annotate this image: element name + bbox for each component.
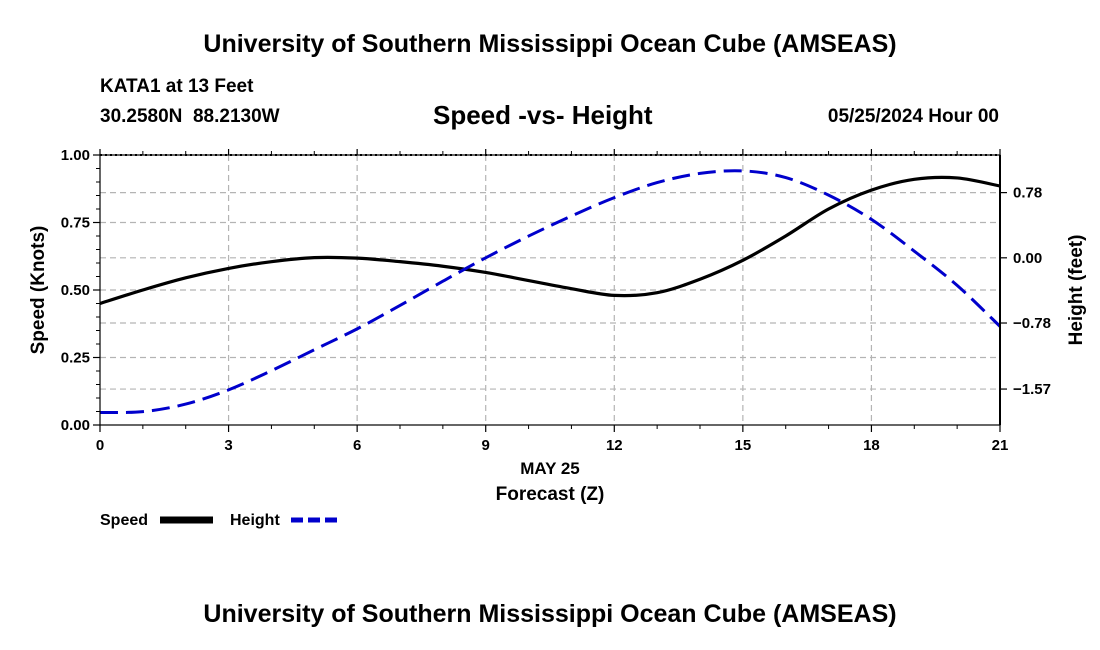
x-tick-label: 9 (482, 437, 490, 454)
station-coordinates: 30.2580N 88.2130W (100, 106, 280, 127)
y2-tick-label: 0.78 (1013, 185, 1042, 202)
grid (100, 155, 1000, 425)
x-axis-date-label: MAY 25 (520, 459, 580, 478)
forecast-datetime: 05/25/2024 Hour 00 (827, 106, 999, 127)
y2-axis-label: Height (feet) (1066, 235, 1087, 346)
series-layer (99, 169, 1002, 415)
y-tick-label: 0.50 (61, 282, 90, 299)
legend: Speed Height (100, 512, 342, 529)
axes-ticks: 0 3 6 9 12 15 18 21 0.00 0.25 0.50 0.75 1.00 −1.57 −0.… (61, 147, 1051, 454)
x-tick-label: 18 (863, 437, 880, 454)
footer-title: University of Southern Mississippi Ocean… (203, 600, 897, 628)
x-axis-label: Forecast (Z) (496, 484, 605, 505)
main-title: University of Southern Mississippi Ocean… (203, 30, 897, 58)
y-tick-label: 0.75 (61, 215, 90, 232)
series-line-height (99, 169, 1002, 415)
x-tick-label: 0 (96, 437, 104, 454)
x-tick-label: 6 (353, 437, 361, 454)
chart-title: Speed -vs- Height (433, 100, 653, 130)
legend-label-speed: Speed (100, 512, 148, 529)
x-tick-label: 15 (735, 437, 752, 454)
x-tick-label: 12 (606, 437, 623, 454)
series-line-speed (99, 175, 1001, 306)
y-tick-label: 0.25 (61, 350, 90, 367)
legend-label-height: Height (230, 512, 280, 529)
y-tick-label: 1.00 (61, 147, 90, 164)
x-tick-label: 21 (992, 437, 1009, 454)
x-tick-label: 3 (224, 437, 232, 454)
y2-tick-label: 0.00 (1013, 250, 1042, 267)
y-axis-label: Speed (Knots) (28, 226, 49, 355)
y2-tick-label: −0.78 (1013, 315, 1051, 332)
station-name: KATA1 at 13 Feet (100, 76, 254, 97)
y2-tick-label: −1.57 (1013, 381, 1051, 398)
y-tick-label: 0.00 (61, 417, 90, 434)
